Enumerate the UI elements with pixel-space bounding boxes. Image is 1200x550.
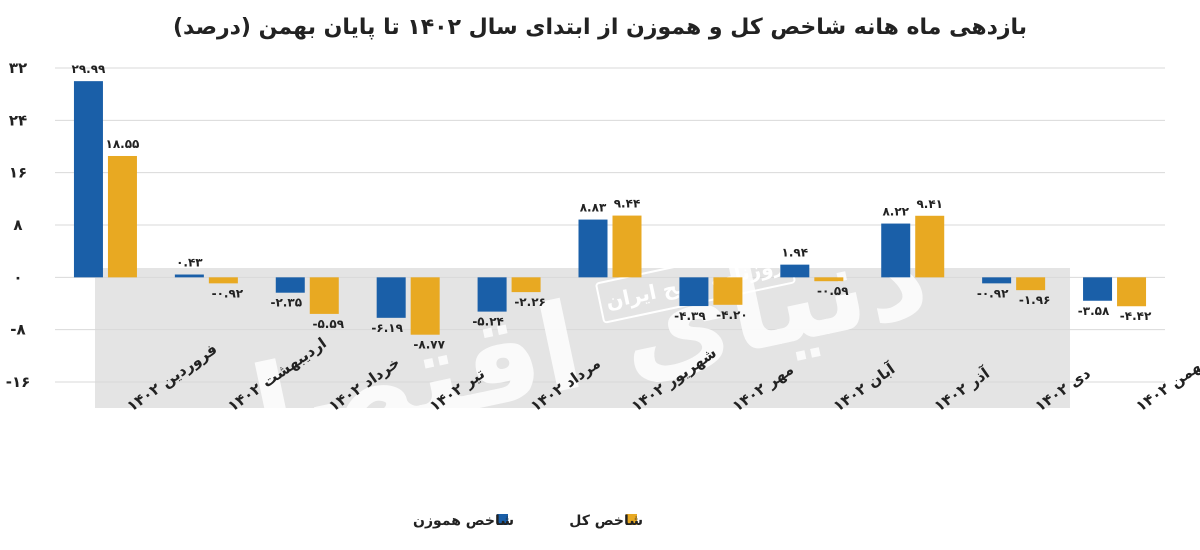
bar-total-index (511, 277, 541, 293)
gridlines (55, 67, 1165, 383)
y-tick-label: ۰ (13, 268, 22, 286)
data-label: -۰.۵۹ (817, 284, 849, 298)
y-tick-label: ۲۴ (9, 111, 27, 129)
data-label: -۰.۹۲ (977, 286, 1009, 300)
bar-total-index (713, 277, 743, 305)
y-tick-label: ۱۶ (9, 164, 27, 182)
legend: شاخص هموزن شاخص کل (413, 513, 643, 529)
chart-title: بازدهی ماه هانه شاخص کل و هموزن از ابتدا… (173, 15, 1027, 40)
bar-equal-weight (174, 274, 204, 278)
y-tick-label: ۳۲ (9, 59, 27, 77)
y-tick-label: -۱۶ (6, 373, 31, 391)
bars (73, 81, 1147, 335)
bar-total-index (814, 277, 844, 282)
data-label: -۱.۹۶ (1019, 293, 1051, 307)
bar-equal-weight (679, 277, 709, 307)
data-label: -۲.۳۵ (271, 296, 303, 310)
bar-equal-weight (780, 264, 810, 278)
bar-equal-weight (881, 223, 911, 278)
data-label: -۵.۲۴ (472, 315, 504, 329)
watermark-band (95, 268, 1070, 408)
data-label: -۶.۱۹ (371, 321, 403, 335)
bar-total-index (915, 215, 945, 278)
bar-equal-weight (1083, 277, 1113, 301)
watermark-logo-text: دنیای اقتصاد (181, 204, 940, 495)
data-label: ۹.۴۱ (916, 197, 943, 211)
data-label: -۸.۷۷ (413, 338, 445, 352)
data-label: -۴.۲۰ (716, 308, 748, 322)
bar-total-index (309, 277, 339, 314)
watermark: دنیای اقتصاد روزنامه صبح ایران (181, 204, 940, 495)
data-label: ۱۸.۵۵ (106, 137, 140, 151)
bar-total-index (612, 215, 642, 278)
y-tick-label: -۸ (10, 321, 25, 339)
data-label: -۵.۵۹ (313, 317, 345, 331)
bar-total-index (1016, 277, 1046, 291)
data-label: ۱.۹۴ (782, 246, 809, 260)
data-label: ۲۹.۹۹ (72, 62, 107, 76)
y-tick-label: ۸ (13, 216, 22, 234)
bar-equal-weight (982, 277, 1012, 284)
data-label: -۴.۴۲ (1120, 309, 1152, 323)
bar-equal-weight (73, 81, 103, 278)
bar-total-index (107, 155, 137, 278)
bar-total-index (410, 277, 440, 335)
bar-equal-weight (477, 277, 507, 312)
data-label: -۲.۲۶ (514, 295, 546, 309)
legend-swatch-total-index (626, 514, 637, 525)
data-label: ۸.۲۲ (882, 205, 909, 219)
legend-label-total-index: شاخص کل (569, 513, 643, 529)
x-tick-label: بهمن ۱۴۰۲ (1133, 354, 1200, 415)
data-label: ۸.۸۳ (580, 201, 607, 215)
bar-equal-weight (578, 219, 608, 278)
data-label: ۰.۴۳ (176, 256, 203, 270)
bar-equal-weight (275, 277, 305, 293)
data-label: -۰.۹۲ (212, 286, 244, 300)
data-label: -۳.۵۸ (1078, 304, 1110, 318)
data-label: -۴.۳۹ (674, 309, 706, 323)
bar-total-index (208, 277, 238, 284)
bar-equal-weight (376, 277, 406, 318)
bar-total-index (1117, 277, 1147, 307)
y-axis-ticks: -۱۶ -۸ ۰ ۸ ۱۶ ۲۴ ۳۲ (6, 59, 31, 391)
data-labels: ۲۹.۹۹ ۱۸.۵۵ ۰.۴۳ -۰.۹۲ -۲.۳۵ -۵.۵۹ -۶.۱۹ -۸.۷۷ -… (72, 62, 1152, 352)
legend-label-equal-weight: شاخص هموزن (413, 513, 514, 529)
legend-swatch-equal-weight (497, 514, 508, 525)
data-label: ۹.۴۴ (614, 197, 641, 211)
